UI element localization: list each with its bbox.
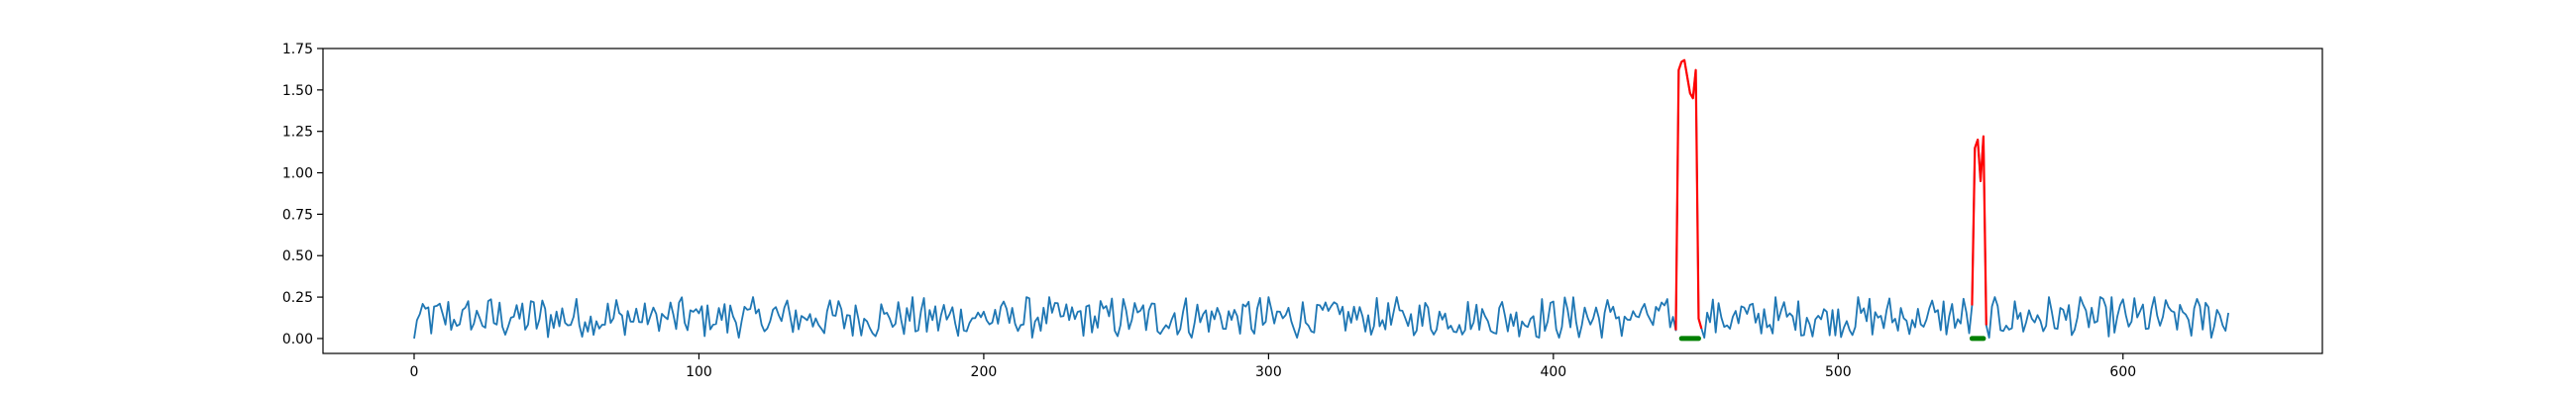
x-axis: 0 100 200 300 400 500 600 <box>410 353 2136 380</box>
y-tick-label: 0.00 <box>282 332 313 347</box>
x-tick-label: 500 <box>1825 364 1852 380</box>
x-tick-label: 100 <box>686 364 712 380</box>
anomaly-line <box>1674 58 1703 331</box>
y-tick-label: 1.75 <box>282 42 313 57</box>
anomaly-line <box>1971 135 1987 326</box>
axes-frame <box>322 48 2323 354</box>
y-axis: 0.00 0.25 0.50 0.75 1.00 1.25 1.50 1.75 <box>282 42 323 347</box>
x-tick-label: 600 <box>2109 364 2136 380</box>
x-tick-label: 200 <box>971 364 998 380</box>
x-tick-label: 0 <box>410 364 419 380</box>
plot-area <box>413 58 2230 342</box>
y-tick-label: 0.25 <box>282 290 313 306</box>
y-tick-label: 1.00 <box>282 166 313 182</box>
x-tick-label: 400 <box>1540 364 1566 380</box>
series-line <box>413 58 2230 340</box>
x-tick-label: 300 <box>1255 364 1282 380</box>
y-tick-label: 1.50 <box>282 83 313 99</box>
y-tick-label: 1.25 <box>282 125 313 141</box>
y-tick-label: 0.75 <box>282 207 313 223</box>
y-tick-label: 0.50 <box>282 248 313 264</box>
